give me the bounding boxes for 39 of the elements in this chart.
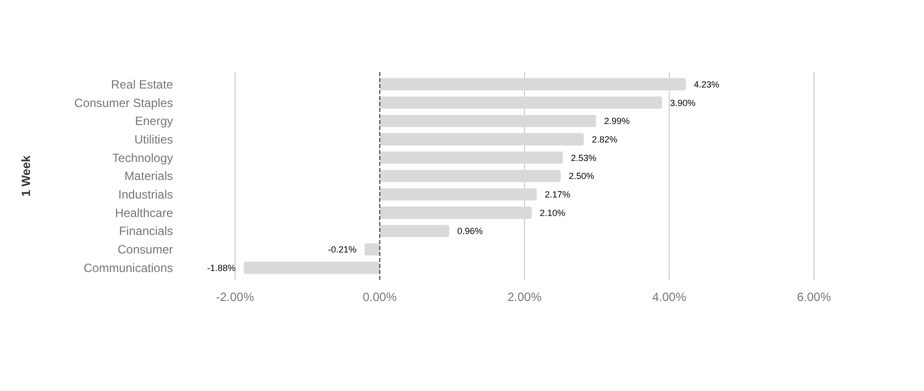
- y-tick-label: Healthcare: [114, 206, 174, 220]
- data-label: -0.21%: [328, 244, 357, 255]
- bar: [364, 243, 380, 256]
- y-tick-label: Financials: [118, 224, 173, 238]
- y-tick-label: Utilities: [134, 132, 173, 147]
- bar: [380, 152, 563, 164]
- data-label: 2.10%: [540, 208, 566, 218]
- data-label: 3.90%: [670, 98, 696, 108]
- x-tick-label: 6.00%: [796, 290, 832, 304]
- bar: [380, 170, 561, 182]
- bar: [380, 206, 532, 219]
- y-tick-label: Consumer: [118, 242, 173, 257]
- x-tick-label: 2.00%: [507, 290, 542, 304]
- data-label: 2.99%: [604, 116, 630, 126]
- bar: [380, 96, 662, 109]
- data-label: 2.53%: [570, 152, 596, 163]
- y-tick-label: Communications: [84, 260, 173, 275]
- y-tick-label: Energy: [134, 114, 173, 128]
- bar: [380, 224, 450, 238]
- y-tick-label: Materials: [124, 169, 173, 184]
- data-label: 2.50%: [568, 171, 594, 182]
- bar: [244, 262, 380, 274]
- data-label: 2.82%: [592, 134, 618, 144]
- bar: [380, 114, 596, 128]
- x-tick-label: 4.00%: [652, 290, 687, 304]
- data-label: 2.17%: [544, 189, 570, 200]
- data-label: 4.23%: [694, 79, 720, 90]
- x-tick-label: -2.00%: [216, 290, 254, 304]
- bar: [380, 133, 584, 146]
- bar: [380, 78, 686, 90]
- y-axis-title: 1 Week: [19, 155, 33, 197]
- y-tick-label: Consumer Staples: [74, 96, 173, 110]
- y-tick-label: Industrials: [118, 188, 173, 202]
- data-label: -1.88%: [207, 262, 236, 273]
- bar: [380, 188, 537, 200]
- data-label: 0.96%: [457, 226, 483, 236]
- y-tick-label: Real Estate: [110, 77, 174, 92]
- y-tick-label: Technology: [112, 150, 173, 165]
- x-tick-label: 0.00%: [362, 290, 398, 304]
